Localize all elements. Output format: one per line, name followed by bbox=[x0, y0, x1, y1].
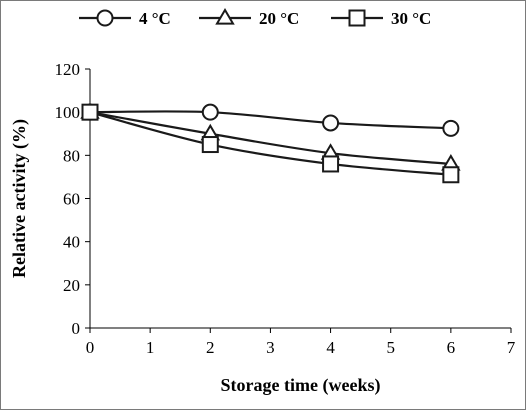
y-tick-label: 80 bbox=[63, 146, 80, 165]
series-line-2 bbox=[89, 111, 451, 176]
x-tick-label: 7 bbox=[507, 338, 516, 357]
legend-marker bbox=[215, 8, 235, 25]
legend-label: 20 °C bbox=[259, 9, 299, 28]
x-tick-label: 3 bbox=[266, 338, 275, 357]
x-axis-label: Storage time (weeks) bbox=[221, 375, 381, 396]
data-point-series-2 bbox=[322, 155, 340, 173]
legend-label: 4 °C bbox=[139, 9, 171, 28]
data-point-series-0 bbox=[442, 119, 460, 137]
data-point-series-2 bbox=[442, 166, 460, 184]
y-axis-label: Relative activity (%) bbox=[9, 119, 30, 278]
y-tick-label: 100 bbox=[55, 103, 81, 122]
series-line-0 bbox=[89, 110, 451, 130]
data-point-series-2 bbox=[81, 103, 99, 121]
y-tick-label: 0 bbox=[72, 319, 81, 338]
legend-marker bbox=[348, 9, 366, 27]
x-tick-label: 0 bbox=[86, 338, 95, 357]
series-line-1 bbox=[89, 111, 451, 166]
legend-marker bbox=[96, 9, 114, 27]
x-tick-label: 5 bbox=[386, 338, 395, 357]
x-tick-label: 4 bbox=[326, 338, 335, 357]
data-point-series-2 bbox=[201, 136, 219, 154]
y-tick-label: 20 bbox=[63, 276, 80, 295]
x-tick-label: 1 bbox=[146, 338, 155, 357]
x-tick-label: 6 bbox=[447, 338, 456, 357]
x-tick-label: 2 bbox=[206, 338, 215, 357]
y-tick-label: 60 bbox=[63, 190, 80, 209]
legend-label: 30 °C bbox=[391, 9, 431, 28]
y-tick-label: 40 bbox=[63, 233, 80, 252]
data-point-series-0 bbox=[201, 103, 219, 121]
y-tick-label: 120 bbox=[55, 60, 81, 79]
data-point-series-0 bbox=[322, 114, 340, 132]
